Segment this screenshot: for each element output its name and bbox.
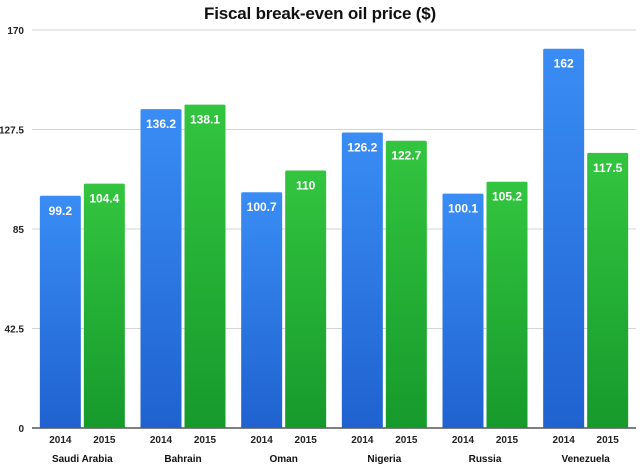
bar-2014-venezuela: [543, 48, 585, 429]
bar-2014-bahrain: [140, 109, 182, 428]
x-series-label: 2014: [251, 435, 274, 446]
data-label: 117.5: [593, 161, 623, 175]
data-label: 100.7: [247, 200, 277, 214]
category-label: Saudi Arabia: [52, 454, 113, 465]
category-label: Russia: [469, 454, 502, 465]
y-tick-label: 42.5: [5, 325, 25, 336]
x-series-label: 2014: [351, 435, 374, 446]
data-label: 162: [554, 57, 574, 71]
data-label: 99.2: [49, 204, 73, 218]
data-label: 105.2: [492, 190, 522, 204]
y-tick-label: 170: [7, 26, 24, 37]
x-series-label: 2014: [553, 435, 576, 446]
category-label: Nigeria: [367, 454, 401, 465]
y-tick-label: 127.5: [0, 126, 24, 137]
bar-2014-russia: [442, 193, 484, 428]
data-label: 100.1: [448, 202, 478, 216]
bar-2015-russia: [486, 181, 528, 428]
y-tick-label: 0: [18, 424, 24, 435]
x-series-label: 2015: [295, 435, 318, 446]
data-label: 122.7: [391, 149, 421, 163]
data-label: 138.1: [190, 113, 220, 127]
x-series-label: 2015: [597, 435, 620, 446]
bar-2015-saudi-arabia: [83, 183, 125, 428]
bar-2014-oman: [241, 192, 283, 428]
y-tick-label: 85: [13, 225, 25, 236]
chart-title: Fiscal break-even oil price ($): [204, 4, 436, 23]
data-label: 126.2: [347, 141, 377, 155]
x-series-label: 2014: [452, 435, 475, 446]
x-series-label: 2015: [496, 435, 519, 446]
x-series-label: 2015: [93, 435, 116, 446]
category-label: Bahrain: [164, 454, 201, 465]
x-series-label: 2015: [194, 435, 217, 446]
bar-2014-nigeria: [341, 132, 383, 429]
bar-2015-nigeria: [385, 140, 427, 428]
category-label: Oman: [269, 454, 297, 465]
bar-2015-venezuela: [587, 152, 629, 429]
category-label: Venezuela: [561, 454, 610, 465]
bar-2015-oman: [285, 170, 327, 428]
x-series-label: 2015: [395, 435, 418, 446]
bar-2014-saudi-arabia: [39, 195, 81, 428]
data-label: 136.2: [146, 117, 176, 131]
x-series-label: 2014: [150, 435, 173, 446]
data-label: 110: [296, 178, 316, 192]
data-label: 104.4: [89, 192, 119, 206]
bar-2015-bahrain: [184, 104, 226, 428]
x-series-label: 2014: [49, 435, 72, 446]
